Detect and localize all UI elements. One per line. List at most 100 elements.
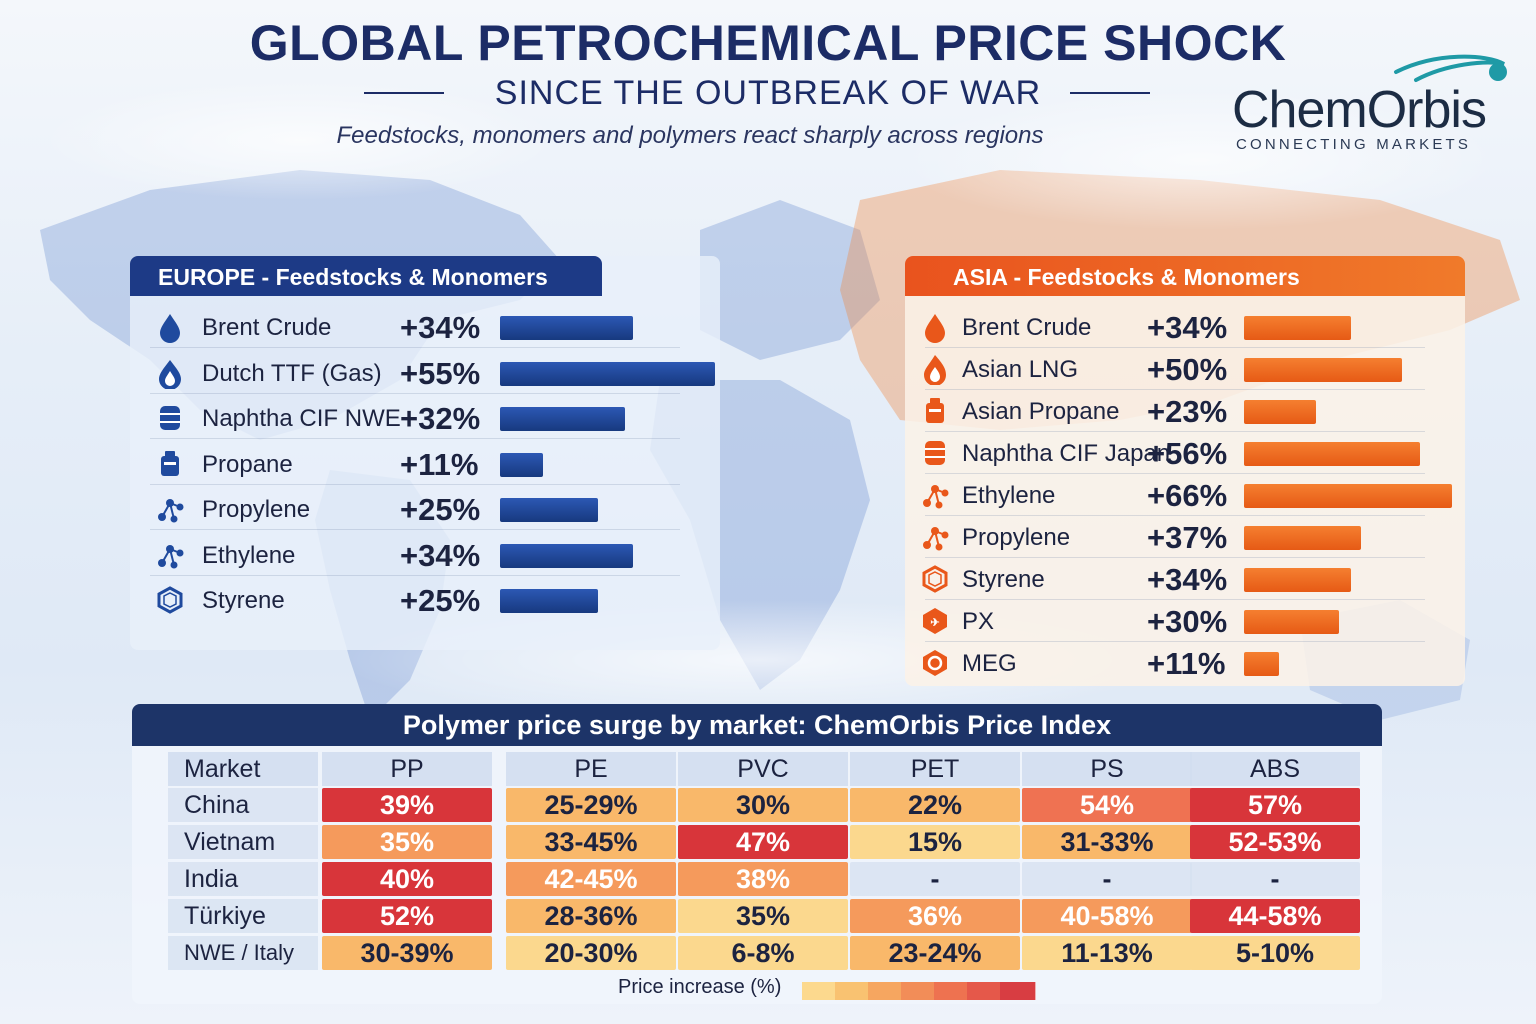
column-header: PS (1022, 752, 1192, 786)
heatmap-cell: 40-58% (1022, 899, 1192, 933)
heatmap-cell: 28-36% (506, 899, 676, 933)
bar (1244, 610, 1339, 634)
bar-category-label: Brent Crude (202, 314, 332, 341)
legend-swatch (868, 982, 904, 1000)
column-header: PP (322, 752, 492, 786)
heatmap-cell: 39% (322, 788, 492, 822)
benzene-ring-icon (919, 563, 951, 595)
bar-value-label: +34% (400, 537, 481, 573)
heatmap-cell: 52% (322, 899, 492, 933)
page-tagline: Feedstocks, monomers and polymers react … (336, 122, 1044, 149)
row-divider (925, 431, 1425, 432)
bar-row: Brent Crude +34% (130, 304, 720, 348)
bar-category-label: Asian Propane (962, 398, 1120, 425)
heatmap-cell: 36% (850, 899, 1020, 933)
bar-row: Brent Crude +34% (905, 304, 1465, 348)
heatmap-cell: 22% (850, 788, 1020, 822)
oil-drop-icon (919, 311, 951, 343)
row-divider (925, 473, 1425, 474)
bar-row: Ethylene +34% (130, 532, 720, 576)
bar-value-label: +56% (1147, 436, 1228, 471)
heatmap-cell: 5-10% (1190, 936, 1360, 970)
bar-category-label: Dutch TTF (Gas) (202, 359, 382, 387)
europe-panel: EUROPE - Feedstocks & Monomers Brent Cru… (130, 256, 720, 650)
row-divider (150, 574, 680, 576)
column-header: PE (506, 752, 676, 786)
bar-row: Asian Propane +23% (905, 388, 1465, 432)
bar-category-label: Ethylene (962, 482, 1056, 509)
bar-row: Naphtha CIF Japan +56% (905, 430, 1465, 474)
bar-row: Styrene +25% (130, 577, 720, 621)
bar-row: MEG +11% (905, 640, 1465, 684)
molecule-icon (919, 479, 951, 511)
heatmap-cell: - (1190, 862, 1360, 896)
bar-category-label: Propylene (202, 496, 311, 523)
row-divider (150, 347, 680, 348)
heatmap-cell: 31-33% (1022, 825, 1192, 859)
legend-swatch (1000, 982, 1036, 1000)
legend-label: Price increase (%) (618, 976, 782, 998)
bar (1244, 652, 1279, 676)
bar (1244, 316, 1351, 340)
bar-row: Asian LNG +50% (905, 346, 1465, 390)
bar-value-label: +50% (1147, 352, 1228, 387)
barrel-icon (154, 402, 186, 434)
bar (500, 498, 598, 522)
row-divider (925, 347, 1425, 348)
bar-category-label: Propylene (962, 524, 1071, 551)
row-divider (925, 599, 1425, 600)
bar-value-label: +25% (400, 583, 481, 618)
heatmap-cell: 33-45% (506, 825, 676, 859)
bar-value-label: +11% (1147, 646, 1226, 681)
market-label: Vietnam (168, 825, 318, 859)
logo-swoosh-icon (1394, 54, 1507, 82)
flame-icon (919, 353, 951, 386)
bar-category-label: Asian LNG (962, 356, 1079, 383)
bar-category-label: MEG (962, 650, 1017, 677)
bar-category-label: Naphtha CIF Japan (962, 440, 1171, 467)
bar-row: ✈ PX +30% (905, 598, 1465, 642)
row-divider (925, 641, 1425, 642)
row-divider (150, 438, 680, 439)
bar-value-label: +25% (400, 492, 481, 527)
market-label: NWE / Italy (168, 936, 318, 970)
bar-category-label: Brent Crude (962, 314, 1092, 341)
europe-panel-title: EUROPE - Feedstocks & Monomers (130, 256, 602, 296)
bar-value-label: +30% (1147, 604, 1228, 639)
bar (500, 316, 633, 340)
column-header: PET (850, 752, 1020, 786)
bar-category-label: PX (962, 608, 995, 635)
heatmap-cell: 44-58% (1190, 899, 1360, 933)
heatmap-cell: 23-24% (850, 936, 1020, 970)
bar-row: Naphtha CIF NWE +32% (130, 395, 720, 439)
barrel-icon (919, 437, 951, 469)
subtitle-rule-left (364, 92, 444, 94)
market-label: India (168, 862, 318, 896)
molecule-icon (919, 521, 951, 553)
bar (500, 452, 543, 477)
heatmap-cell: 40% (322, 862, 492, 896)
asia-panel-title: ASIA - Feedstocks & Monomers (905, 256, 1465, 296)
bar (500, 361, 715, 386)
heatmap-cell: 42-45% (506, 862, 676, 896)
bar-value-label: +37% (1147, 520, 1228, 555)
row-divider (925, 557, 1425, 558)
bar (500, 589, 598, 613)
bar-row: Propane +11% (130, 441, 720, 485)
heatmap-cell: 15% (850, 825, 1020, 859)
bar-category-label: Styrene (962, 566, 1045, 593)
heatmap-cell: 25-29% (506, 788, 676, 822)
row-divider (150, 529, 680, 530)
row-divider (925, 389, 1425, 390)
benzene-ring-icon (154, 584, 186, 616)
bar (1244, 568, 1351, 592)
bar-row: Dutch TTF (Gas) +55% (130, 350, 720, 394)
heatmap-cell: 35% (678, 899, 848, 933)
propane-tank-icon (919, 395, 951, 427)
bar-category-label: Ethylene (202, 541, 296, 569)
legend-swatch (934, 982, 970, 1000)
market-label: China (168, 788, 318, 822)
heatmap-cell: 57% (1190, 788, 1360, 822)
column-header: ABS (1190, 752, 1360, 786)
heatmap-cell: - (1022, 862, 1192, 896)
